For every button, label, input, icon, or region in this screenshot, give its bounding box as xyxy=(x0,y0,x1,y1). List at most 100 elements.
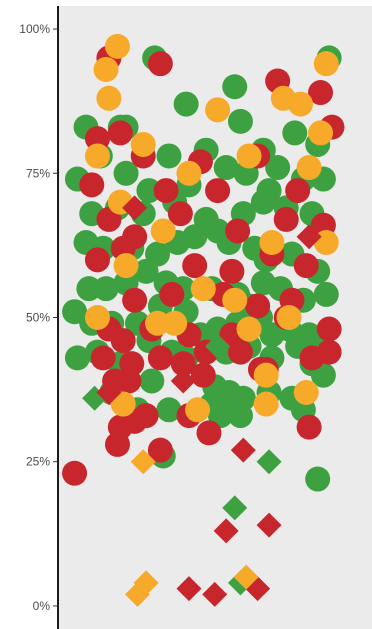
data-point-orange-circle xyxy=(313,51,339,77)
data-point-red-circle xyxy=(316,339,342,365)
data-point-orange-circle xyxy=(110,391,136,417)
data-point-green-circle xyxy=(182,224,208,250)
data-point-orange-circle xyxy=(84,305,110,330)
data-point-red-circle xyxy=(79,172,105,198)
data-point-red-circle xyxy=(245,293,271,319)
data-point-orange-circle xyxy=(222,287,248,313)
data-point-red-circle xyxy=(182,253,208,279)
data-points xyxy=(62,33,345,607)
data-point-orange-circle xyxy=(150,218,176,244)
data-point-orange-circle xyxy=(84,143,110,169)
data-point-red-circle xyxy=(104,431,130,457)
data-point-red-diamond xyxy=(96,379,122,405)
data-point-green-circle xyxy=(256,178,282,204)
data-point-orange-circle xyxy=(293,379,319,405)
data-point-green-circle xyxy=(265,155,291,181)
data-point-orange-circle xyxy=(96,85,122,111)
data-point-green-circle xyxy=(156,143,182,169)
data-point-red-circle xyxy=(225,218,251,244)
data-point-orange-circle xyxy=(296,155,322,181)
data-point-red-circle xyxy=(122,287,148,313)
data-point-green-circle xyxy=(76,276,102,302)
data-point-red-circle xyxy=(293,253,319,279)
data-point-red-circle xyxy=(196,420,222,446)
data-point-green-circle xyxy=(222,74,248,100)
data-point-red-circle xyxy=(107,120,133,146)
data-point-red-circle xyxy=(153,178,179,204)
data-point-red-circle xyxy=(147,437,173,463)
data-point-green-circle xyxy=(133,258,159,284)
data-point-orange-circle xyxy=(236,143,262,169)
data-point-orange-circle xyxy=(276,305,302,330)
data-point-red-circle xyxy=(147,345,173,371)
data-point-orange-circle xyxy=(288,91,314,117)
data-point-orange-circle xyxy=(93,56,119,82)
data-point-orange-circle xyxy=(190,276,216,302)
data-point-green-circle xyxy=(156,397,182,423)
data-point-green-diamond xyxy=(256,449,282,475)
data-point-red-circle xyxy=(170,351,196,377)
data-point-orange-diamond xyxy=(125,581,150,607)
y-tick-label: 0% xyxy=(33,599,51,613)
data-point-red-circle xyxy=(219,258,245,284)
data-point-orange-circle xyxy=(236,316,262,342)
data-point-red-circle xyxy=(90,345,116,371)
y-axis-ticks: 0% 25% 50% 75% 100% xyxy=(19,22,58,613)
data-point-orange-circle xyxy=(259,230,285,256)
data-point-red-circle xyxy=(84,126,110,152)
data-point-orange-circle xyxy=(253,362,279,388)
data-point-green-diamond xyxy=(205,333,231,359)
data-point-red-circle xyxy=(159,281,185,307)
data-point-green-circle xyxy=(213,155,239,181)
data-point-green-diamond xyxy=(222,495,248,521)
data-point-green-circle xyxy=(282,120,308,146)
data-point-red-diamond xyxy=(122,195,148,221)
data-point-red-diamond xyxy=(202,581,228,607)
data-point-red-circle xyxy=(285,178,311,204)
data-point-orange-circle xyxy=(162,310,188,336)
data-point-red-circle xyxy=(147,51,173,77)
data-point-red-diamond xyxy=(296,224,322,250)
data-point-green-circle xyxy=(313,281,339,307)
data-point-red-circle xyxy=(190,362,216,388)
data-point-red-diamond xyxy=(256,512,282,538)
data-point-red-circle xyxy=(62,460,88,486)
data-point-red-circle xyxy=(167,201,193,227)
data-point-green-circle xyxy=(227,108,253,134)
data-point-orange-circle xyxy=(130,131,156,157)
data-point-red-diamond xyxy=(176,576,202,602)
data-point-green-circle xyxy=(173,91,199,117)
y-tick-label: 50% xyxy=(26,311,50,325)
data-point-red-diamond xyxy=(213,518,239,544)
data-point-orange-circle xyxy=(185,397,211,423)
data-point-orange-circle xyxy=(145,310,171,336)
data-point-green-diamond xyxy=(293,322,319,348)
y-tick-label: 25% xyxy=(26,455,50,469)
data-point-red-circle xyxy=(84,247,110,273)
data-point-red-circle xyxy=(308,80,334,106)
data-point-red-circle xyxy=(296,414,322,440)
data-point-green-circle xyxy=(113,160,139,186)
y-tick-label: 75% xyxy=(26,166,50,180)
data-point-red-circle xyxy=(316,316,342,342)
data-point-red-circle xyxy=(133,403,159,429)
data-point-red-circle xyxy=(110,328,136,354)
data-point-red-circle xyxy=(227,339,253,365)
data-point-green-circle xyxy=(136,178,162,204)
data-point-orange-circle xyxy=(205,97,231,123)
data-point-red-circle xyxy=(116,368,142,394)
data-point-green-circle xyxy=(64,345,90,371)
data-point-orange-circle xyxy=(113,253,139,279)
data-point-green-circle xyxy=(305,466,331,492)
data-point-red-circle xyxy=(273,206,299,232)
data-point-orange-circle xyxy=(253,391,279,417)
data-point-red-diamond xyxy=(170,368,196,394)
data-point-orange-circle xyxy=(308,120,334,146)
data-point-orange-circle xyxy=(104,33,130,59)
data-point-red-circle xyxy=(205,178,231,204)
data-point-green-circle xyxy=(139,368,165,394)
data-point-orange-circle xyxy=(176,160,202,186)
data-point-orange-diamond xyxy=(130,449,156,475)
data-point-green-circle xyxy=(93,276,119,302)
